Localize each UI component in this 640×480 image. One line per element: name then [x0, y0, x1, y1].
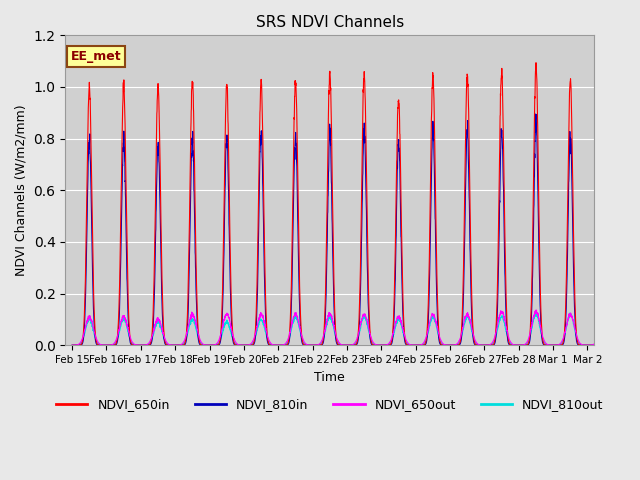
X-axis label: Time: Time — [314, 371, 345, 384]
Text: EE_met: EE_met — [70, 50, 121, 63]
Title: SRS NDVI Channels: SRS NDVI Channels — [255, 15, 404, 30]
Legend: NDVI_650in, NDVI_810in, NDVI_650out, NDVI_810out: NDVI_650in, NDVI_810in, NDVI_650out, NDV… — [51, 394, 609, 417]
Y-axis label: NDVI Channels (W/m2/mm): NDVI Channels (W/m2/mm) — [15, 105, 28, 276]
